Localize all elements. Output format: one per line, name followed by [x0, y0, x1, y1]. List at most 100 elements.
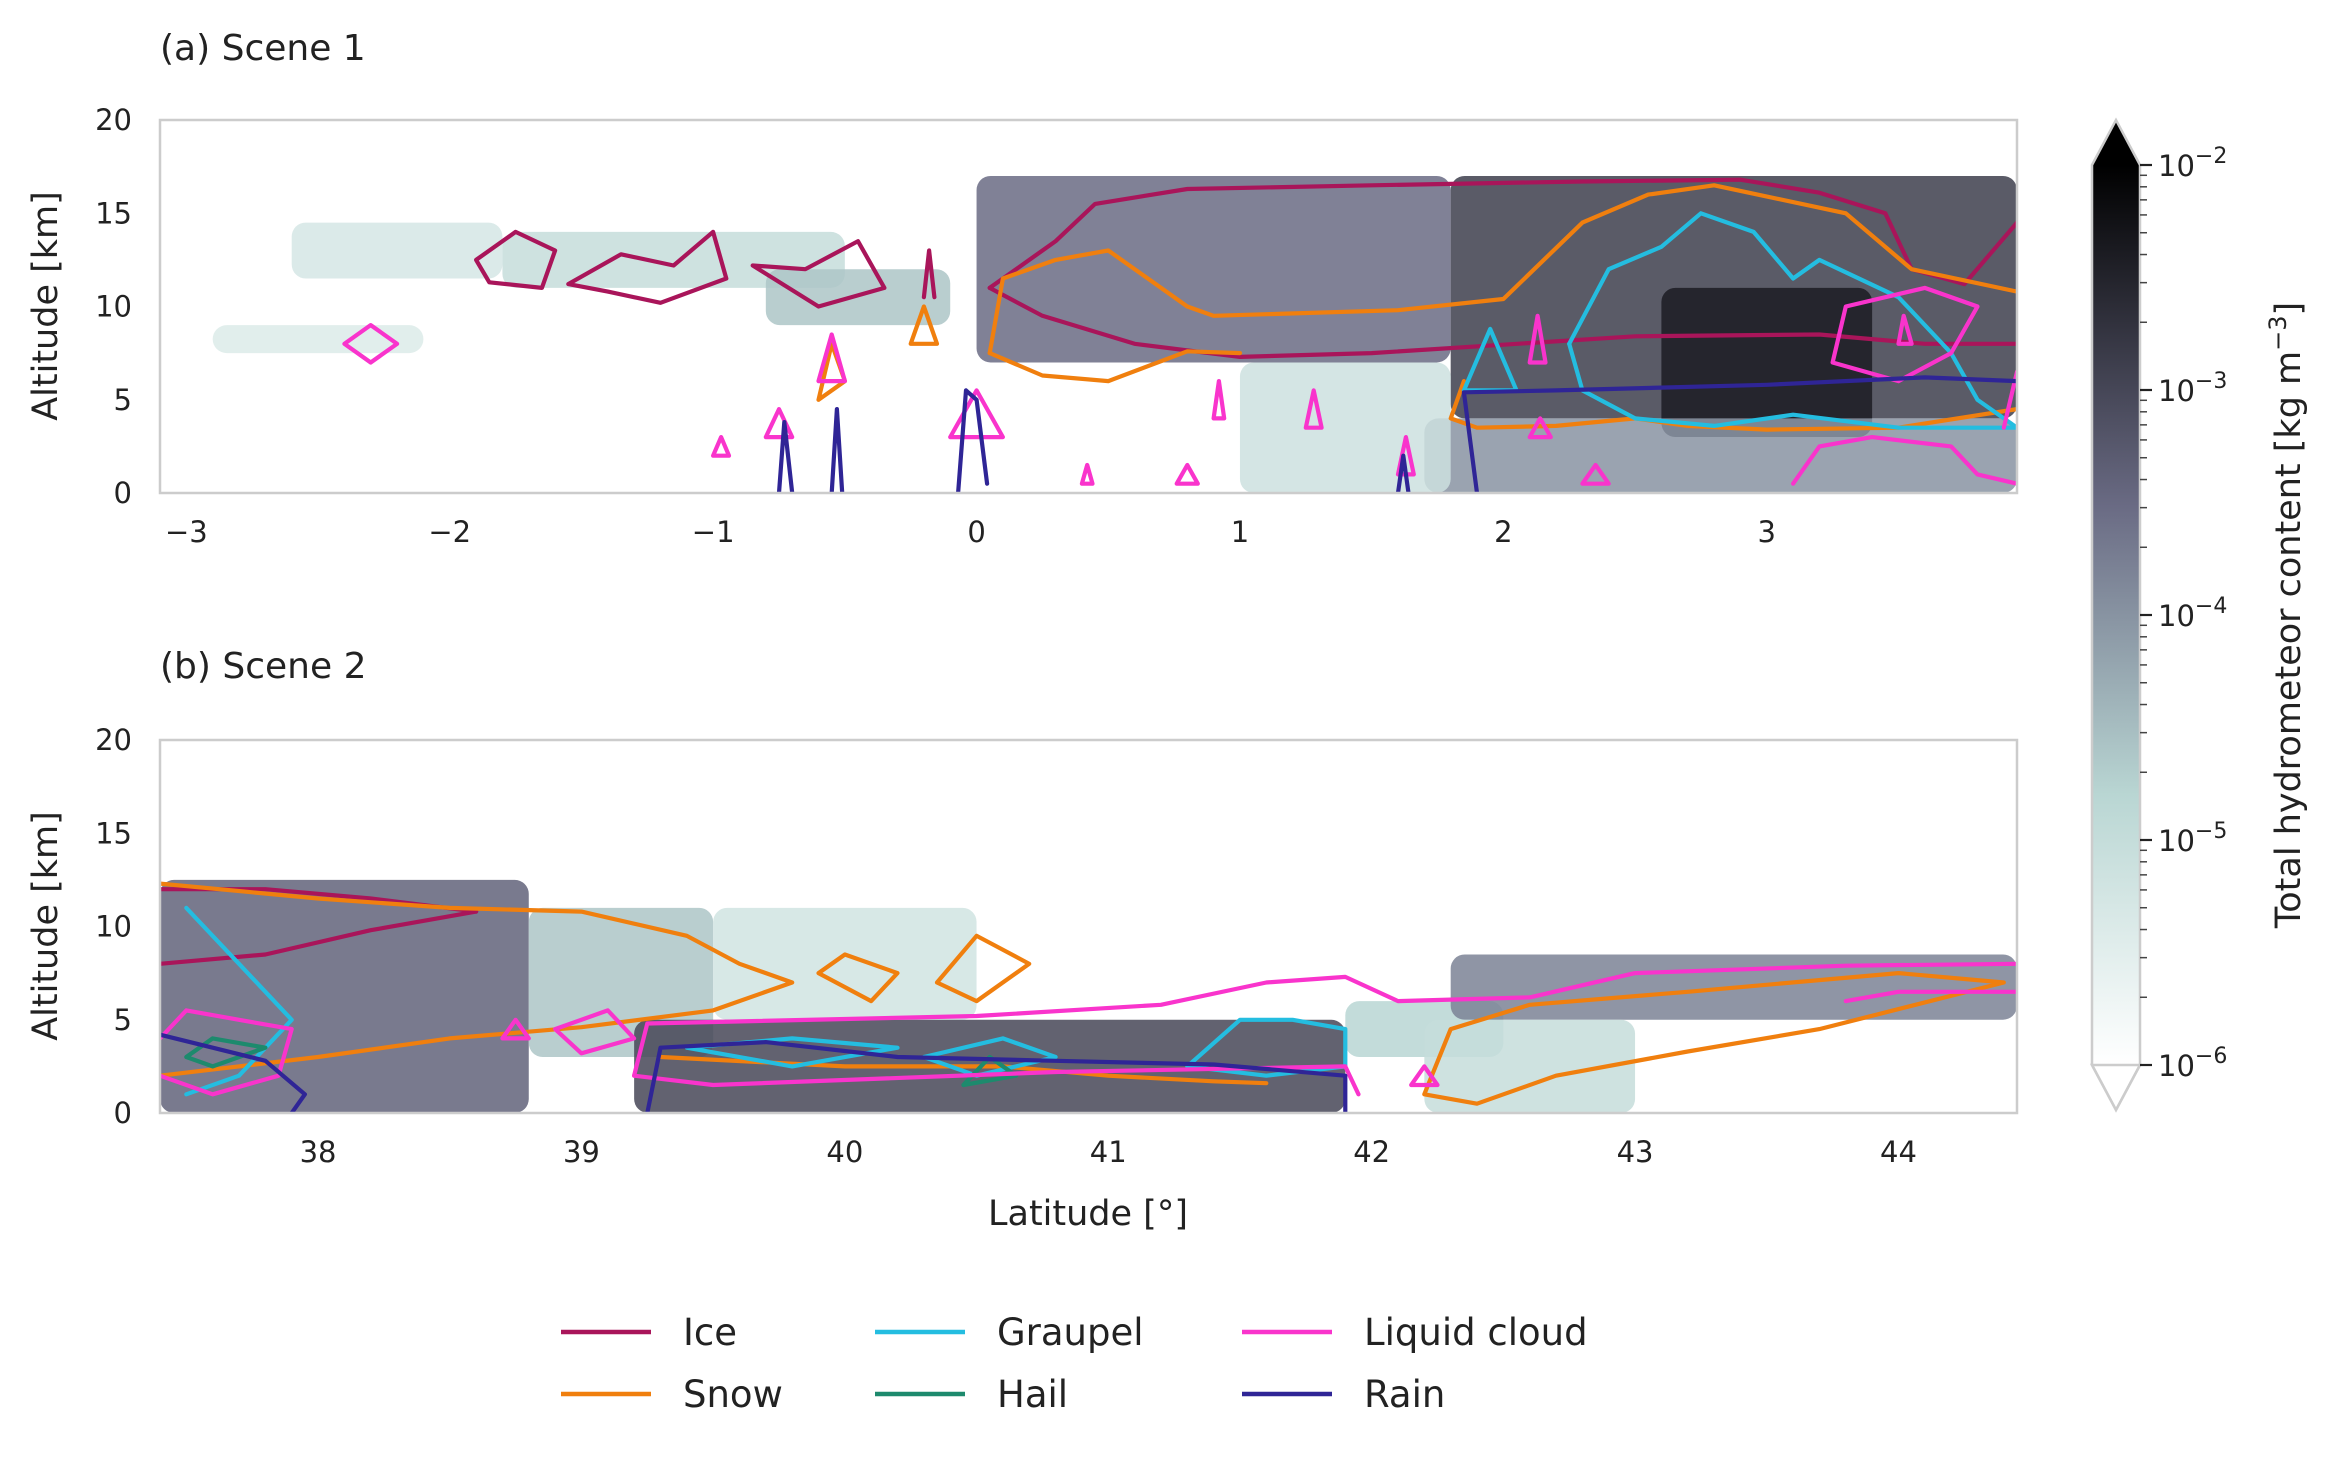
contour-liquid-cloud-2: [553, 1008, 637, 1056]
panel-a-field-cell-4: [976, 175, 1451, 363]
contour-snow-4: [1422, 971, 2006, 1106]
contour-rain-1: [645, 1040, 1348, 1113]
contour-snow-4: [908, 304, 940, 346]
panel-b-frame: [158, 738, 2019, 1115]
contour-liquid-cloud-11: [1527, 416, 1553, 440]
panel-a-contours: [342, 177, 2017, 493]
panel-b-field: [160, 879, 2017, 1113]
contour-liquid-cloud-14: [1791, 435, 2017, 486]
contour-liquid-cloud-7: [1211, 379, 1227, 421]
contour-rain-4: [1461, 375, 2017, 493]
panel-b-ylabel: Altitude [km]: [26, 811, 66, 1041]
contour-ice-5: [987, 285, 2017, 359]
panel-a-frame: [158, 118, 2019, 495]
contour-graupel-3: [1185, 1017, 1348, 1078]
contour-graupel-0: [1567, 211, 2017, 430]
colorbar-extend-min: [2089, 1063, 2143, 1113]
panel-b-contours: [160, 881, 2017, 1113]
legend-item-ice: Ice: [561, 1311, 737, 1354]
colorbar-tick-label: 10−4: [2158, 594, 2227, 633]
contour-ice-0: [474, 229, 558, 290]
panel-b-xlabel: Latitude [°]: [988, 1194, 1188, 1234]
contour-liquid-cloud-0: [342, 323, 400, 365]
legend-label-liquid-cloud: Liquid cloud: [1364, 1311, 1588, 1354]
contour-snow-1: [816, 952, 900, 1004]
contour-liquid-cloud-2: [763, 407, 795, 440]
x-tick-label: 42: [1353, 1135, 1390, 1169]
panel-a-title: (a) Scene 1: [160, 28, 366, 69]
panel-b-field-cell-0: [160, 879, 529, 1113]
contour-liquid-cloud-0: [160, 1008, 294, 1097]
panel-b-field-cell-2: [713, 907, 977, 1020]
contour-hail-1: [961, 1054, 1019, 1088]
x-tick-label: 39: [563, 1135, 600, 1169]
panel-scene-1: (a) Scene 1 −3 −2 −1 0 1 2 3 0 5 10 15 20 Altitude …: [26, 28, 2019, 549]
panel-b-ticks: 38 39 40 41 42 43 44 0 5 10 15 20: [95, 723, 1917, 1169]
x-tick-label: 2: [1494, 515, 1512, 549]
contour-rain-1: [829, 407, 845, 493]
contour-snow-1: [987, 349, 1243, 384]
contour-liquid-cloud-1: [500, 1017, 531, 1041]
colorbar-extend-max: [2092, 120, 2140, 165]
y-tick-label: 15: [95, 816, 132, 850]
contour-liquid-cloud-6: [1174, 462, 1200, 486]
colorbar-tick-label: 10−3: [2158, 369, 2227, 408]
contour-graupel-0: [184, 905, 294, 1097]
colorbar-tick-label: 10−2: [2158, 144, 2227, 183]
panel-a-field-cell-6: [1661, 287, 1873, 438]
contour-ice-1: [160, 909, 479, 966]
contour-rain-3: [1395, 453, 1411, 493]
y-tick-label: 20: [95, 723, 132, 757]
panel-a-field-cell-8: [1239, 362, 1451, 493]
contour-ice-3: [921, 248, 937, 300]
legend: Ice Snow Graupel Hail Liquid cloud Rain: [561, 1311, 1588, 1416]
contour-liquid-cloud-12: [1830, 285, 1980, 384]
colorbar-tick-label: 10−6: [2158, 1044, 2227, 1083]
contour-graupel-2: [921, 1036, 1058, 1078]
panel-a-field-cell-2: [212, 325, 424, 354]
contour-liquid-cloud-5: [1079, 462, 1095, 486]
contour-liquid-cloud-13: [1896, 313, 1914, 346]
panel-b-field-cell-6: [1424, 1019, 1636, 1113]
panel-a-ticks: −3 −2 −1 0 1 2 3 0 5 10 15 20: [95, 103, 1776, 549]
contour-liquid-cloud-1: [816, 332, 847, 384]
contour-rain-2: [956, 388, 990, 493]
legend-item-graupel: Graupel: [875, 1311, 1144, 1354]
legend-label-hail: Hail: [997, 1373, 1068, 1416]
y-tick-label: 15: [95, 196, 132, 230]
panel-b-title: (b) Scene 2: [160, 646, 367, 687]
contour-liquid-cloud-4: [632, 1064, 1361, 1097]
x-tick-label: 43: [1617, 1135, 1654, 1169]
contour-liquid-cloud-10: [1527, 313, 1548, 365]
contour-snow-0: [987, 183, 2017, 356]
y-tick-label: 0: [114, 476, 132, 510]
contour-snow-0: [160, 881, 795, 1078]
contour-liquid-cloud-5: [1409, 1064, 1440, 1088]
colorbar: 10−2 10−3 10−4 10−5 10−6 Total hydrometeor c…: [2089, 117, 2309, 1113]
contour-liquid-cloud-3: [711, 435, 732, 458]
legend-label-ice: Ice: [683, 1311, 737, 1354]
x-tick-label: −1: [692, 515, 735, 549]
panel-scene-2: (b) Scene 2 38 39 40 41 42 43 44 0 5 10 15 20 Altit…: [26, 646, 2019, 1234]
legend-item-snow: Snow: [561, 1373, 783, 1416]
contour-rain-0: [160, 1032, 307, 1113]
y-tick-label: 5: [114, 1003, 132, 1037]
panel-a-ylabel: Altitude [km]: [26, 191, 66, 421]
colorbar-tick-label: 10−5: [2158, 819, 2227, 858]
x-tick-label: 0: [967, 515, 985, 549]
y-tick-label: 20: [95, 103, 132, 137]
contour-snow-2: [934, 933, 1032, 1004]
x-tick-label: 40: [826, 1135, 863, 1169]
x-tick-label: 1: [1231, 515, 1249, 549]
contour-ice-2: [750, 239, 887, 309]
legend-item-liquid-cloud: Liquid cloud: [1242, 1311, 1588, 1354]
contour-liquid-cloud-8: [1303, 388, 1324, 430]
contour-rain-0: [776, 420, 795, 493]
panel-b-field-cell-1: [528, 907, 714, 1058]
y-tick-label: 10: [95, 290, 132, 324]
x-tick-label: 38: [300, 1135, 337, 1169]
legend-item-rain: Rain: [1242, 1373, 1445, 1416]
y-tick-label: 10: [95, 910, 132, 944]
contour-liquid-cloud-15: [1580, 462, 1611, 486]
